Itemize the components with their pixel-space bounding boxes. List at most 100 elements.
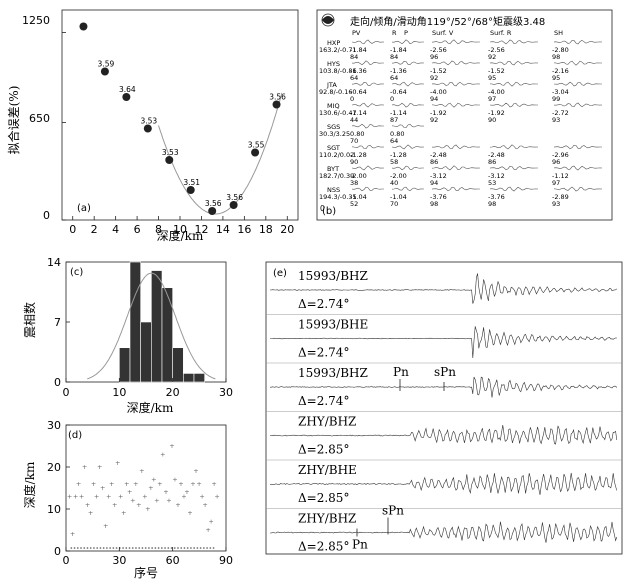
depth-point: + [85,501,90,509]
trace-station-label: ZHY/BHE [298,463,357,477]
depth-point: + [124,480,129,488]
trace-distance-label: Δ=2.85° [298,491,349,505]
baseline-point [109,547,112,549]
trace-distance-label: Δ=2.74° [298,346,349,360]
seismogram-trace [270,376,618,398]
panel-b-waveform [553,144,602,150]
panel-b-correlation-value: 53 [488,179,496,187]
depth-point: + [109,480,114,488]
depth-point: + [187,509,192,517]
depth-point: + [157,480,162,488]
panel-b-shift-value: -1.36 [350,67,367,75]
baseline-point [141,547,144,549]
panel-a-xtick-label: 12 [194,223,208,236]
depth-point: + [106,492,111,500]
panel-b-station-distance: 92.8/-0.16 [319,88,352,96]
depth-histogram-panel: 震相数 深度/km (c) 0 10 20 30 0 7 14 [22,256,233,415]
panel-b-waveform [489,39,539,45]
panel-b-correlation-value: 86 [430,158,438,166]
panel-b-station-name: BYT [327,165,339,173]
panel-b-shift-value: -1.84 [390,46,407,54]
panel-b-correlation-value: 90 [488,116,496,124]
depth-point: + [88,509,93,517]
panel-b-waveform [391,165,424,171]
depth-point: + [67,492,72,500]
panel-b-correlation-value: 84 [350,53,358,61]
panel-a-point [165,156,174,164]
panel-b-waveform [553,39,603,45]
panel-b-shift-value: -3.12 [430,172,447,180]
depth-point: + [148,484,153,492]
panel-b-shift-value: -2.96 [552,151,569,159]
panel-b-shift-value: -2.72 [552,109,569,117]
depth-point: + [172,476,177,484]
panel-c-ytick-label: 0 [54,376,61,389]
panel-b-correlation-value: 90 [350,158,358,166]
panel-b-waveform [553,60,602,66]
panel-b-correlation-value: 97 [488,95,496,103]
depth-point: + [202,501,207,509]
panel-a-point [122,93,131,101]
histogram-bar [161,287,173,383]
panel-b-shift-value: -4.00 [430,88,447,96]
panel-b-waveform [489,102,538,108]
panel-b-correlation-value: 44 [350,116,358,124]
panel-b-station-name: NSS [327,186,340,194]
panel-b-correlation-value: 64 [350,74,358,82]
pn-phase-label: Pn [393,365,409,379]
panel-c-xtick-label: 30 [219,386,233,399]
panel-a-xtick-label: 14 [216,223,230,236]
panel-c-xtick-label: 10 [112,386,126,399]
pn-phase-label: Pn [352,538,368,552]
panel-a-xtick-label: 2 [91,223,98,236]
panel-a-point-label: 3.55 [248,141,265,150]
panel-c-ytick-label: 14 [47,256,61,269]
panel-a-point [186,186,195,194]
panel-b-station-distance: 103.8/-0.86 [319,67,357,75]
panel-b-column-header: Surf. R [490,29,512,37]
panel-b-station-name: HYS [327,60,340,68]
trace-station-label: ZHY/BHZ [298,415,356,429]
panel-b-station-distance: 194.3/-0.35 [319,193,357,201]
panel-a-point [79,22,88,31]
panel-b-waveform [391,186,425,192]
baseline-point [180,547,183,549]
depth-point: + [139,467,144,475]
panel-b-waveform [431,39,480,45]
baseline-point [193,547,196,549]
panel-a-point [208,207,217,215]
panel-b-correlation-value: 98 [552,53,560,61]
baseline-point [160,547,163,549]
panel-b-waveform [431,60,481,66]
panel-b-shift-value: -1.36 [390,67,407,75]
baseline-point [167,547,170,549]
panel-b-waveform [489,186,539,192]
depth-point: + [169,442,174,450]
panel-b-waveform [431,165,481,171]
panel-b-waveform [391,60,425,66]
depth-point: + [178,480,183,488]
panel-b-station-distance: 182.7/0.39 [319,172,354,180]
panel-b-correlation-value: 92 [430,74,438,82]
panel-b-correlation-value: 93 [552,116,560,124]
baseline-point [122,547,124,549]
panel-c-xlabel: 深度/km [127,400,174,415]
gaussian-fit-curve [87,272,216,380]
panel-b-waveform [431,144,481,150]
panel-c-ytick-label: 7 [54,316,61,329]
baseline-point [125,547,128,549]
panel-a-ytick-0: 0 [43,209,50,222]
baseline-point [177,547,179,549]
panel-b-waveform [553,81,602,87]
panel-b-frame [316,9,613,221]
panel-d-xtick-label: 30 [112,554,126,567]
panel-b-waveform [351,39,385,45]
depth-point: + [196,480,201,488]
baseline-point [138,547,141,549]
panel-b-shift-value: -1.14 [350,109,367,117]
panel-a-point-label: 3.56 [226,193,243,202]
panel-a-point-label: 3.59 [98,60,115,69]
depth-point: + [79,492,84,500]
panel-a-xtick-label: 0 [69,223,76,236]
panel-b-correlation-value: 98 [430,200,438,208]
